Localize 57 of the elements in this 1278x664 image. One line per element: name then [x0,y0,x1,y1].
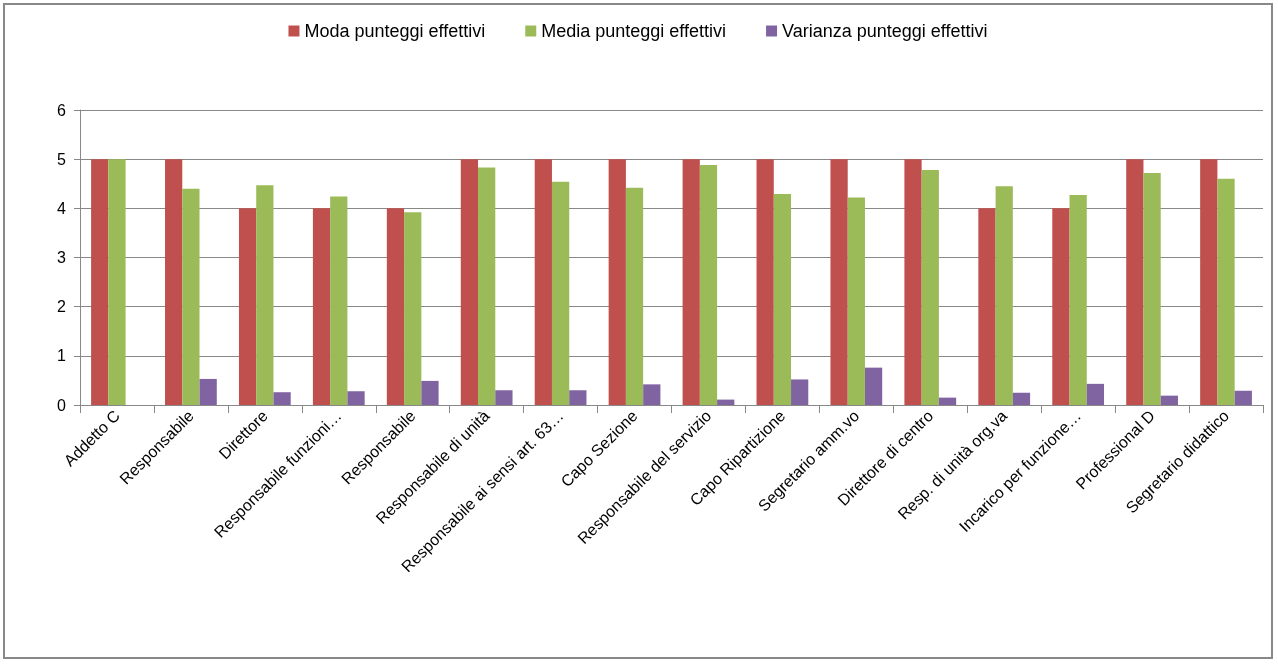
bar [773,194,792,405]
bar [312,208,331,405]
bar [1217,178,1235,405]
bar [1200,159,1218,405]
bar [1126,159,1144,405]
bar [551,181,570,405]
bar [847,197,865,405]
bar [478,167,496,405]
legend-label: Varianza punteggi effettivi [782,21,988,41]
bar [1052,208,1070,405]
bar [199,378,217,405]
bar [756,159,774,405]
bar [238,208,257,405]
y-tick-label: 0 [57,396,67,414]
y-tick-label: 5 [57,150,67,168]
bar [608,159,626,405]
bar [1160,395,1178,405]
y-tick-label: 1 [57,347,67,365]
bar [386,208,405,405]
bar [421,380,439,405]
bar [625,187,644,405]
bar [682,159,700,405]
bar [165,159,183,405]
y-tick-label: 4 [57,199,67,217]
bar [1086,383,1105,405]
bar [273,392,291,405]
bar [495,390,513,405]
bar [404,212,422,405]
bar [91,159,109,405]
y-tick-label: 6 [57,101,67,119]
bar [717,399,735,405]
bar [1012,392,1031,405]
bar [182,188,200,405]
bar [569,390,587,405]
legend-label: Moda punteggi effettivi [304,21,486,41]
legend-label: Media punteggi effettivi [541,21,727,41]
bar [699,165,718,405]
bar [256,185,274,405]
bar [791,379,809,405]
bar [830,159,848,405]
bar [330,196,348,405]
bar [460,159,479,405]
bar [1234,390,1252,405]
bar [1069,195,1087,405]
bar [864,367,883,405]
bar [938,397,957,405]
bar [643,384,661,405]
bar [108,159,126,405]
bar [904,159,922,405]
bar [995,186,1013,405]
bar [921,169,939,405]
y-tick-label: 3 [57,249,67,266]
bar [534,159,552,405]
bar [347,391,365,405]
bar [978,208,996,405]
bar [1143,172,1161,405]
y-tick-label: 2 [57,298,67,316]
